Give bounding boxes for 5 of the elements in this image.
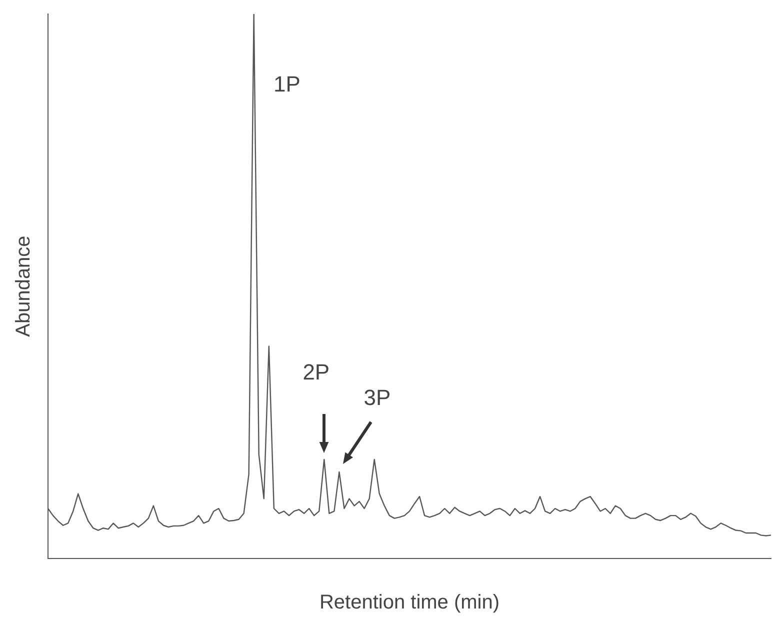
x-axis-title: Retention time (min)	[319, 592, 500, 614]
y-axis-title: Abundance	[12, 236, 35, 337]
annotation: 3P	[364, 385, 391, 410]
annotation: 2P	[302, 360, 330, 385]
annotation: 1P	[273, 71, 300, 96]
